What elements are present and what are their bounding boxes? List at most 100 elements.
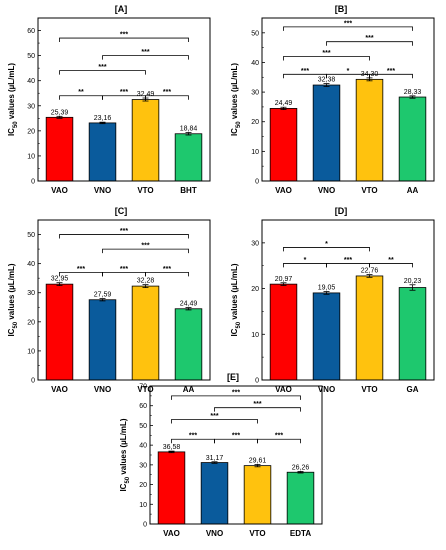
- significance-label: ***: [163, 89, 171, 96]
- x-tick-label: VNO: [318, 385, 335, 394]
- bar-vto: [243, 465, 272, 525]
- x-tick-label: EDTA: [290, 529, 311, 538]
- x-tick-label: VTO: [137, 385, 153, 394]
- y-tick-label: 0: [255, 378, 259, 385]
- significance-bracket: [59, 234, 189, 239]
- x-tick-label: VAO: [51, 385, 68, 394]
- data-label: 32,38: [318, 77, 336, 84]
- y-tick-label: 30: [27, 290, 35, 297]
- y-tick-label: 30: [251, 90, 259, 97]
- x-tick-label: VAO: [275, 385, 292, 394]
- significance-label: *: [304, 257, 307, 264]
- y-tick-label: 50: [139, 423, 147, 430]
- significance-bracket: [102, 248, 189, 254]
- bar-vno: [312, 292, 341, 381]
- significance-label: ***: [232, 433, 240, 440]
- significance-bracket: [145, 271, 189, 277]
- data-label: 23,16: [94, 115, 112, 122]
- x-tick-label: VNO: [94, 385, 111, 394]
- bar-vao: [269, 283, 298, 381]
- significance-label: ***: [322, 50, 330, 57]
- significance-bracket: [59, 70, 146, 75]
- chart-title: [A]: [115, 4, 128, 14]
- data-label: 22,76: [361, 268, 379, 275]
- significance-bracket: [283, 247, 370, 252]
- bar-vao: [45, 116, 74, 182]
- significance-label: *: [325, 241, 328, 248]
- significance-bracket: [283, 56, 370, 61]
- y-tick-label: 0: [143, 522, 147, 529]
- significance-bracket: [171, 438, 215, 444]
- x-tick-label: VAO: [275, 186, 292, 195]
- bar-edta: [286, 471, 315, 525]
- bar-vno: [88, 122, 117, 182]
- plot-frame: [37, 17, 211, 182]
- significance-label: ***: [275, 433, 283, 440]
- data-label: 29,61: [249, 457, 267, 464]
- data-label: 32,95: [51, 276, 69, 283]
- significance-label: ***: [98, 64, 106, 71]
- y-tick-label: 30: [27, 103, 35, 110]
- data-label: 31,17: [206, 455, 224, 462]
- significance-label: ***: [301, 68, 309, 75]
- data-label: 20,97: [275, 276, 293, 283]
- significance-label: ***: [210, 413, 218, 420]
- x-tick-label: VNO: [318, 186, 335, 195]
- x-tick-label: GA: [407, 385, 419, 394]
- y-axis-label: IC50 values (µL/mL): [119, 418, 131, 491]
- chart-panel-3: [D] IC50 values (µL/mL) 20,97 VAO 19,05 VNO 22…: [230, 206, 435, 394]
- significance-label: ***: [120, 266, 128, 273]
- y-axis-label: IC50 values (µL/mL): [7, 63, 19, 136]
- y-tick-label: 10: [251, 332, 259, 339]
- chart-panel-2: [C] IC50 values (µL/mL) 32,95 VAO 27,59 VNO 32…: [7, 206, 211, 394]
- significance-label: ***: [344, 20, 352, 27]
- y-tick-label: 40: [251, 60, 259, 67]
- bar-vno: [200, 462, 229, 525]
- y-tick-label: 10: [251, 149, 259, 156]
- bar-vao: [269, 108, 298, 182]
- y-tick-label: 40: [27, 261, 35, 268]
- bar-vno: [88, 299, 117, 381]
- significance-label: **: [388, 257, 394, 264]
- y-tick-label: 0: [255, 179, 259, 186]
- significance-label: ***: [344, 257, 352, 264]
- bar-vno: [312, 84, 341, 182]
- x-tick-label: VNO: [94, 186, 111, 195]
- significance-label: ***: [163, 266, 171, 273]
- y-tick-label: 20: [27, 128, 35, 135]
- y-tick-label: 10: [27, 348, 35, 355]
- significance-bracket: [59, 37, 189, 43]
- x-tick-label: AA: [407, 186, 419, 195]
- bar-aa: [174, 308, 203, 381]
- significance-label: ***: [77, 266, 85, 273]
- significance-label: ***: [141, 49, 149, 56]
- significance-label: ***: [120, 228, 128, 235]
- significance-bracket: [283, 263, 327, 268]
- x-tick-label: VTO: [361, 186, 377, 195]
- data-label: 32,28: [137, 278, 155, 285]
- significance-bracket: [369, 73, 413, 79]
- significance-bracket: [171, 419, 258, 424]
- significance-bracket: [59, 95, 103, 100]
- significance-label: **: [78, 89, 84, 96]
- x-tick-label: AA: [183, 385, 195, 394]
- y-axis-label: IC50 values (µL/mL): [7, 263, 19, 336]
- bar-vao: [157, 451, 186, 525]
- significance-bracket: [214, 407, 301, 412]
- x-tick-label: VAO: [163, 529, 180, 538]
- y-tick-label: 0: [31, 179, 35, 186]
- y-tick-label: 60: [27, 28, 35, 35]
- data-label: 20,23: [404, 278, 422, 285]
- data-label: 32,49: [137, 91, 155, 98]
- significance-bracket: [171, 395, 301, 400]
- significance-bracket: [102, 55, 189, 60]
- data-label: 18,84: [180, 126, 198, 133]
- x-tick-label: VAO: [51, 186, 68, 195]
- data-label: 25,39: [51, 109, 69, 116]
- x-tick-label: VTO: [249, 529, 265, 538]
- significance-bracket: [369, 263, 413, 268]
- y-tick-label: 30: [139, 462, 147, 469]
- plot-frame: [37, 219, 211, 381]
- y-tick-label: 20: [139, 482, 147, 489]
